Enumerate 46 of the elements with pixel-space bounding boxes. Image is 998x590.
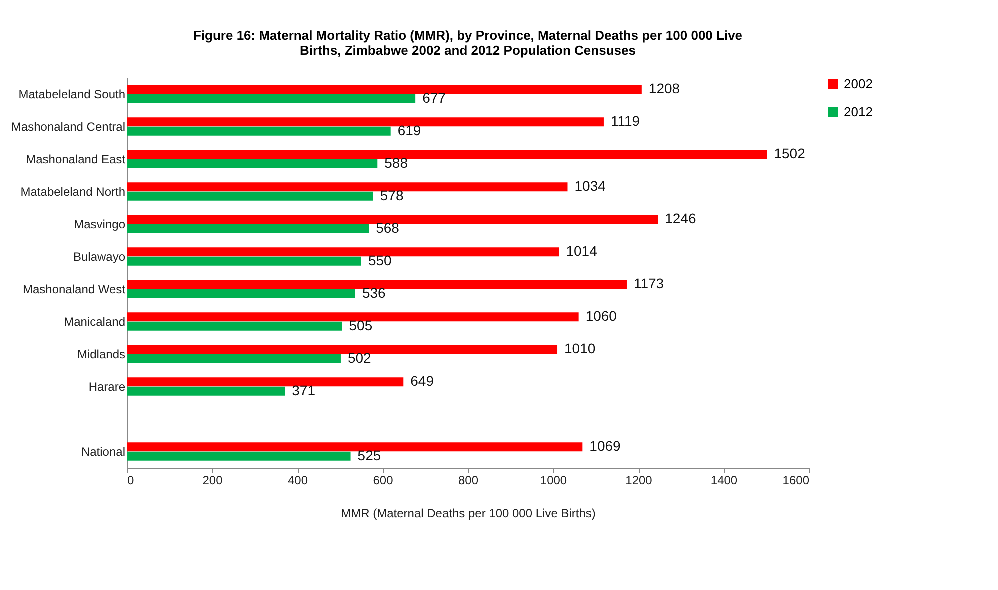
legend-label: 2012 [844, 104, 873, 120]
data-label: 536 [362, 284, 386, 301]
y-tick-label: Mashonaland West [22, 282, 126, 296]
data-label: 1010 [564, 340, 596, 357]
x-tick-label: 0 [128, 474, 134, 488]
data-label: 1014 [566, 243, 598, 260]
data-label: 1060 [586, 308, 618, 324]
y-tick-label: Midlands [77, 347, 126, 362]
x-tick-label: 1000 [540, 474, 568, 488]
x-tick-label: 1200 [626, 474, 653, 488]
data-label: 1119 [610, 113, 640, 130]
x-tick-label: 800 [458, 474, 479, 488]
y-tick-label: Matabeleland South [18, 87, 126, 102]
data-label: 619 [398, 122, 422, 138]
data-label: 1069 [590, 438, 622, 454]
data-label: 1034 [574, 178, 606, 194]
y-tick-label: Manicaland [64, 314, 126, 329]
data-label: 677 [422, 90, 446, 106]
x-axis-title: MMR (Maternal Deaths per 100 000 Live Births) [341, 506, 596, 520]
data-label: 525 [358, 447, 382, 464]
x-tick-label: 400 [288, 474, 308, 488]
data-label: 550 [368, 252, 392, 268]
x-tick-label: 600 [373, 474, 394, 488]
y-tick-label: Harare [88, 380, 126, 394]
data-label: 1173 [634, 276, 664, 292]
y-tick-label: Mashonaland East [26, 152, 126, 166]
x-tick-label: 1600 [782, 474, 810, 488]
y-tick-label: Matabeleland North [20, 184, 126, 199]
x-tick-label: 200 [202, 474, 224, 488]
y-tick-label: Masvingo [74, 217, 126, 232]
data-label: 578 [380, 187, 404, 204]
data-label: 1246 [665, 210, 696, 227]
y-tick-label: Mashonaland Central [11, 120, 126, 134]
data-label: 502 [348, 350, 372, 366]
y-tick-label: Bulawayo [73, 250, 126, 264]
y-tick-label: National [81, 444, 126, 459]
data-label: 505 [349, 317, 373, 334]
data-label: 588 [384, 154, 408, 171]
data-label: 1502 [774, 146, 806, 162]
data-label: 1208 [648, 80, 680, 97]
legend-label: 2002 [844, 76, 873, 92]
chart-title: Figure 16: Maternal Mortality Ratio (MMR), by Province, Maternal Deaths per 100 000 Live Births, Zimbabwe 2002 and 2012 Population Censuses [193, 28, 743, 58]
x-tick-label: 1400 [710, 474, 738, 488]
data-label: 568 [376, 220, 400, 236]
data-label: 649 [410, 373, 434, 390]
data-label: 371 [292, 382, 316, 398]
